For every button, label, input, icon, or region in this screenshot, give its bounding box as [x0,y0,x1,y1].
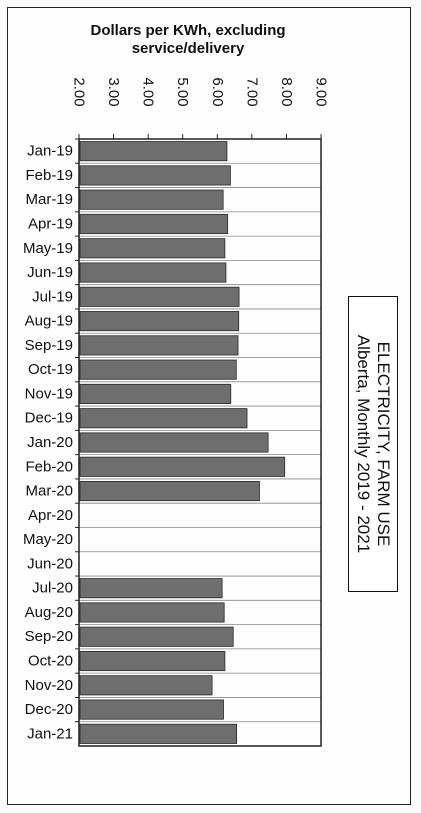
chart-subtitle: Alberta, Monthly 2019 - 2021 [354,334,373,554]
plot-area-frame [78,138,322,747]
bar [79,189,224,210]
bar [79,359,237,380]
category-label: Mar-19 [25,191,73,208]
bar [79,238,226,259]
tick-label: 8.00 [278,77,295,106]
bar [79,286,240,307]
tick-label: 7.00 [243,77,260,106]
category-label: May-19 [23,240,73,257]
category-label: Mar-20 [25,483,73,500]
category-label: Dec-19 [25,410,73,427]
bar [79,432,269,453]
bar [79,675,213,696]
category-label: Aug-20 [25,604,73,621]
tick-label: 4.00 [140,77,157,106]
category-label: Oct-19 [28,361,73,378]
category-label: Feb-20 [25,458,73,475]
bar [79,481,260,502]
category-label: Apr-20 [28,507,73,524]
category-label: Jul-19 [32,288,73,305]
category-label: Sep-20 [25,628,73,645]
bar [79,262,227,283]
bar [79,699,224,720]
bar [79,578,223,599]
category-label: Jan-19 [27,143,73,160]
category-label: Jan-21 [27,725,73,742]
bar [79,650,226,672]
bar [79,383,232,404]
tick-label: 9.00 [313,77,330,106]
category-label: May-20 [23,531,73,548]
bar [79,723,238,744]
value-axis-label: Dollars per KWh, excluding service/deliv… [58,22,318,58]
category-label: Apr-19 [28,215,73,232]
bar [79,311,240,332]
value-axis-label-line-2: service/delivery [131,40,245,57]
category-label: Jun-19 [27,264,73,281]
value-axis-label-line-1: Dollars per KWh, excluding [90,22,286,39]
category-label: Nov-20 [25,677,73,694]
bar [79,626,234,647]
bar [79,456,286,477]
category-label: Feb-19 [25,167,73,184]
chart-title: ELECTRICITY, FARM USE [374,341,393,547]
tick-label: 5.00 [174,77,191,106]
chart-title-box: ELECTRICITY, FARM USE Alberta, Monthly 2… [348,296,398,592]
bar [79,165,231,186]
bar [79,408,248,429]
category-label: Oct-20 [28,653,73,670]
category-label: Jul-20 [32,580,73,597]
category-label: Nov-19 [25,385,73,402]
category-label: Dec-20 [25,701,73,718]
bar [79,602,225,623]
tick-label: 6.00 [209,77,226,106]
tick-label: 2.00 [71,77,88,106]
category-label: Jun-20 [27,555,73,572]
bar [79,335,239,356]
bar [79,141,228,162]
tick-label: 3.00 [105,77,122,106]
category-label: Sep-19 [25,337,73,354]
category-label: Jan-20 [27,434,73,451]
category-label: Aug-19 [25,313,73,330]
bar [79,213,229,235]
